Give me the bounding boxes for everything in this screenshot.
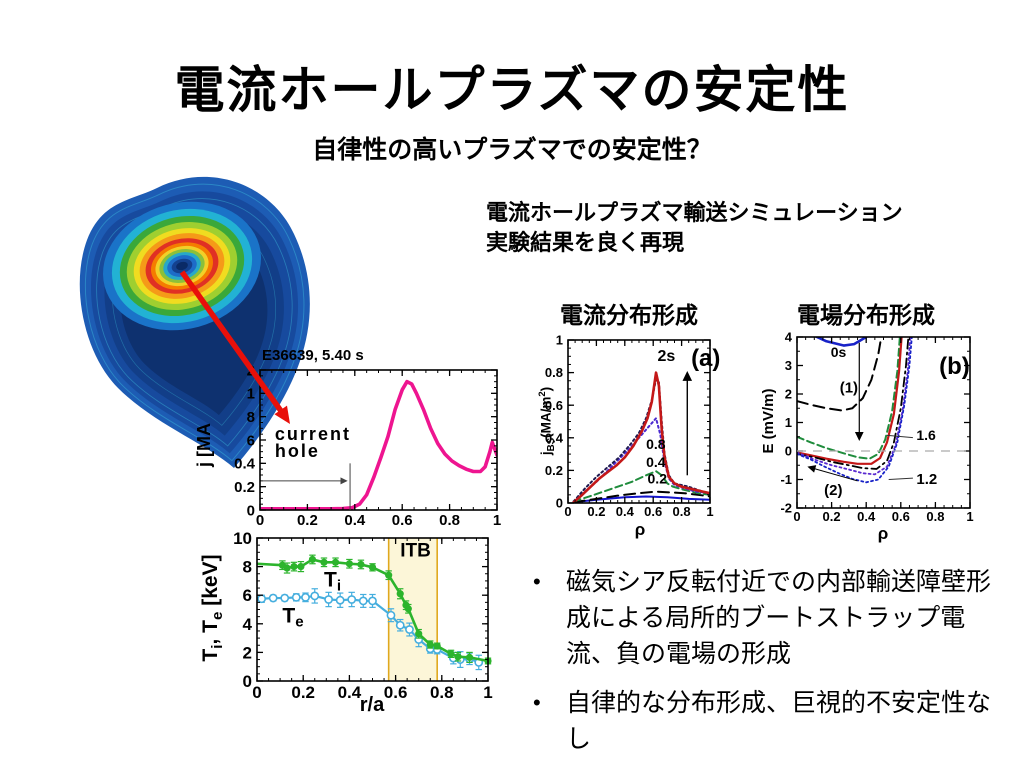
svg-text:0.2: 0.2 xyxy=(291,683,315,702)
simulation-note-line2: 実験結果を良く再現 xyxy=(486,230,685,255)
label-current-distribution: 電流分布形成 xyxy=(560,302,698,328)
svg-text:0.4: 0.4 xyxy=(646,454,666,470)
bullet-item: • 自律的な分布形成、巨視的不安定性なし xyxy=(533,685,1003,757)
svg-text:0: 0 xyxy=(256,512,264,529)
svg-text:3: 3 xyxy=(785,358,792,373)
svg-text:1: 1 xyxy=(966,509,973,524)
svg-text:1: 1 xyxy=(493,512,501,529)
svg-text:0: 0 xyxy=(243,672,252,691)
svg-text:1: 1 xyxy=(483,683,492,702)
svg-text:0.8: 0.8 xyxy=(545,365,563,380)
svg-text:0.8: 0.8 xyxy=(926,509,944,524)
svg-text:10: 10 xyxy=(233,529,252,548)
svg-text:0: 0 xyxy=(247,502,255,519)
svg-text:1: 1 xyxy=(706,504,713,519)
bullet-glyph: • xyxy=(533,690,541,715)
electric-field-chart: 0 0.2 0.4 0.6 0.8 1 -2 -1 0 1 2 3 4 0s (1) 1.6 1.2 (2) (b) xyxy=(780,330,973,524)
bootstrap-current-chart: 0 0.2 0.4 0.6 0.8 100.20.40.60.812s0.80.40.2(… xyxy=(545,333,720,519)
svg-text:Ti: Ti xyxy=(324,569,341,595)
bullet-glyph: • xyxy=(533,569,541,594)
bullet-list: • 磁気シア反転付近での内部輸送障壁形成による局所的ブートストラップ電流、負の電… xyxy=(533,564,1003,757)
svg-text:-1: -1 xyxy=(780,472,792,487)
svg-text:0: 0 xyxy=(252,683,261,702)
svg-text:2: 2 xyxy=(243,643,252,662)
svg-text:0: 0 xyxy=(556,496,563,511)
svg-text:0.4: 0.4 xyxy=(338,683,362,702)
svg-text:0.4: 0.4 xyxy=(234,456,256,473)
svg-text:-2: -2 xyxy=(780,501,792,516)
svg-text:(b): (b) xyxy=(939,353,970,380)
slide-title: 電流ホールプラズマの安定性 xyxy=(174,62,850,118)
svg-text:hole: hole xyxy=(275,441,320,461)
svg-text:0.2: 0.2 xyxy=(648,470,668,486)
bullet-text: 自律的な分布形成、巨視的不安定性なし xyxy=(566,689,992,753)
svg-text:8: 8 xyxy=(247,409,255,426)
svg-text:0: 0 xyxy=(785,444,792,459)
svg-text:2s: 2s xyxy=(657,348,675,365)
svg-text:1.6: 1.6 xyxy=(916,427,936,443)
bullet-item: • 磁気シア反転付近での内部輸送障壁形成による局所的ブートストラップ電流、負の電… xyxy=(533,564,1003,672)
svg-text:0.8: 0.8 xyxy=(439,512,460,529)
svg-text:2: 2 xyxy=(785,387,792,402)
svg-text:(a): (a) xyxy=(691,345,720,372)
svg-text:0.2: 0.2 xyxy=(297,512,318,529)
svg-text:8: 8 xyxy=(243,558,252,577)
svg-text:0.6: 0.6 xyxy=(545,398,563,413)
svg-text:(2): (2) xyxy=(824,482,842,499)
svg-text:0.2: 0.2 xyxy=(234,479,255,496)
svg-text:2: 2 xyxy=(247,362,255,379)
svg-text:1.2: 1.2 xyxy=(916,471,937,488)
bullet-text: 磁気シア反転付近での内部輸送障壁形成による局所的ブートストラップ電流、負の電場の… xyxy=(566,568,992,668)
svg-text:0.4: 0.4 xyxy=(545,430,564,445)
svg-text:1: 1 xyxy=(556,333,563,348)
svg-text:0.6: 0.6 xyxy=(644,504,662,519)
svg-text:0.8: 0.8 xyxy=(673,504,691,519)
bchart-xlabel: ρ xyxy=(877,524,889,543)
simulation-note-line1: 電流ホールプラズマ輸送シミュレーション xyxy=(486,200,903,225)
svg-text:0.4: 0.4 xyxy=(616,504,635,519)
simulation-note: 電流ホールプラズマ輸送シミュレーション 実験結果を良く再現 xyxy=(486,198,903,258)
svg-text:Te: Te xyxy=(282,604,303,630)
svg-text:0.8: 0.8 xyxy=(646,436,666,452)
svg-text:1: 1 xyxy=(247,386,255,403)
svg-text:0: 0 xyxy=(564,504,571,519)
jchart-title: E36639, 5.40 s xyxy=(262,347,364,364)
svg-text:ITB: ITB xyxy=(400,541,431,562)
svg-text:0.2: 0.2 xyxy=(545,463,563,478)
svg-text:0.2: 0.2 xyxy=(823,509,841,524)
svg-text:(1): (1) xyxy=(840,380,858,397)
svg-text:0s: 0s xyxy=(831,344,847,360)
svg-text:0.2: 0.2 xyxy=(587,504,605,519)
svg-text:6: 6 xyxy=(243,586,252,605)
label-field-distribution: 電場分布形成 xyxy=(797,302,935,328)
svg-text:0.4: 0.4 xyxy=(857,509,876,524)
svg-text:4: 4 xyxy=(243,615,253,634)
svg-text:0.8: 0.8 xyxy=(430,683,454,702)
svg-text:current: current xyxy=(275,424,351,444)
slide-subtitle: 自律性の高いプラズマでの安定性？ xyxy=(312,136,712,164)
svg-text:1: 1 xyxy=(785,415,792,430)
tchart-xlabel: r/a xyxy=(359,694,385,716)
svg-text:0.6: 0.6 xyxy=(392,512,413,529)
svg-text:6: 6 xyxy=(247,432,255,449)
achart-xlabel: ρ xyxy=(634,520,646,539)
svg-text:0.4: 0.4 xyxy=(344,512,366,529)
svg-text:0: 0 xyxy=(793,509,800,524)
svg-text:4: 4 xyxy=(785,330,793,345)
svg-text:0.6: 0.6 xyxy=(892,509,910,524)
svg-text:0.6: 0.6 xyxy=(384,683,408,702)
